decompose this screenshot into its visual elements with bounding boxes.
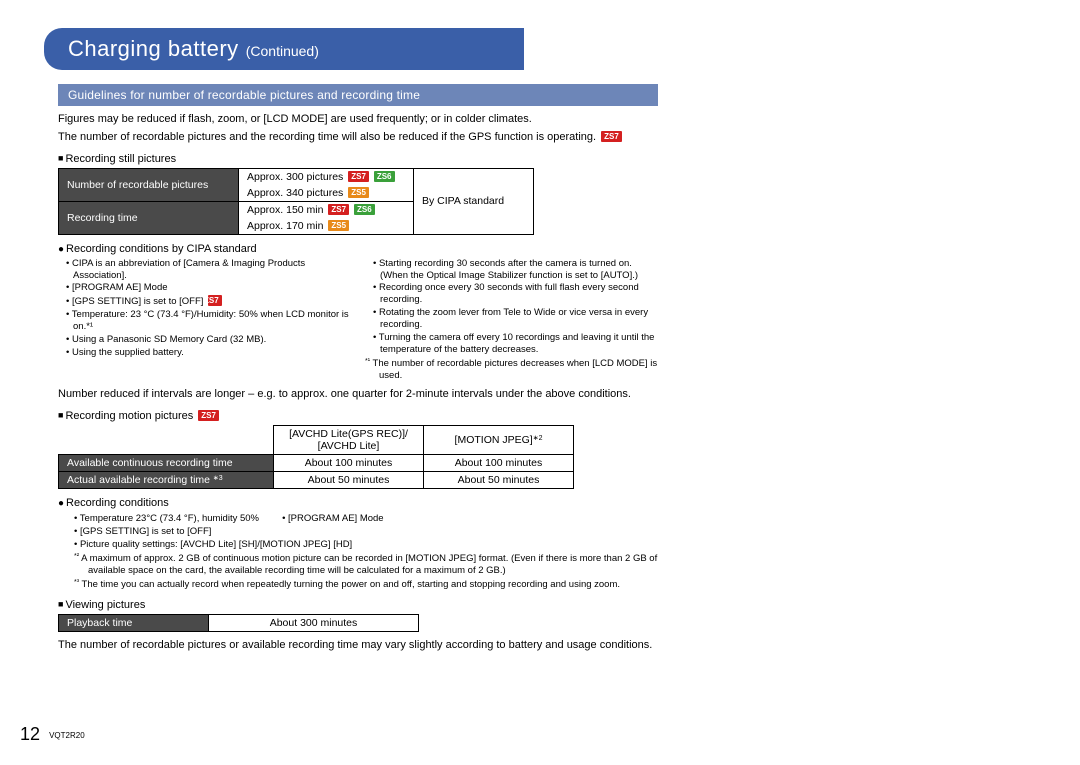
title-main: Charging battery xyxy=(68,36,239,61)
motion-r2v1: About 50 minutes xyxy=(274,472,424,489)
motion-heading: ■Recording motion pictures ZS7 xyxy=(58,410,658,422)
cipa-left: CIPA is an abbreviation of [Camera & Ima… xyxy=(58,258,351,382)
motion-col1: [AVCHD Lite(GPS REC)]/[AVCHD Lite] xyxy=(274,426,424,455)
page-footer: 12 VQT2R20 xyxy=(20,724,85,745)
still-r1a: Approx. 300 pictures ZS7 ZS6 xyxy=(239,168,414,185)
page-title-tab: Charging battery (Continued) xyxy=(44,28,524,70)
footnote-3: *³ The time you can actually record when… xyxy=(66,579,658,591)
cipa-r0: Starting recording 30 seconds after the … xyxy=(373,258,658,282)
content-area: Guidelines for number of recordable pict… xyxy=(58,84,658,652)
still-table: Number of recordable pictures Approx. 30… xyxy=(58,168,534,235)
still-r1b: Approx. 340 pictures ZS5 xyxy=(239,185,414,202)
page-number: 12 xyxy=(20,724,40,744)
motion-empty xyxy=(59,426,274,455)
still-heading-text: Recording still pictures xyxy=(65,153,176,165)
view-heading: ■Viewing pictures xyxy=(58,599,658,611)
motion-col2: [MOTION JPEG]∗2 xyxy=(424,426,574,455)
cipa-r3: Turning the camera off every 10 recordin… xyxy=(373,332,658,356)
view-table: Playback time About 300 minutes xyxy=(58,614,419,632)
view-label: Playback time xyxy=(59,614,209,631)
still-row1-label: Number of recordable pictures xyxy=(59,168,239,201)
still-r2b: Approx. 170 min ZS5 xyxy=(239,218,414,235)
cipa-r2: Rotating the zoom lever from Tele to Wid… xyxy=(373,307,658,331)
motion-r1v1: About 100 minutes xyxy=(274,455,424,472)
motion-table: [AVCHD Lite(GPS REC)]/[AVCHD Lite] [MOTI… xyxy=(58,425,574,489)
title-sub: (Continued) xyxy=(246,43,319,59)
cipa-columns: CIPA is an abbreviation of [Camera & Ima… xyxy=(58,258,658,382)
intro-text-2: The number of recordable pictures and th… xyxy=(58,130,658,145)
footnote-2: *² A maximum of approx. 2 GB of continuo… xyxy=(66,553,658,577)
reccond-heading: ●Recording conditions xyxy=(58,497,658,509)
rc1: [PROGRAM AE] Mode xyxy=(282,513,384,525)
still-right: By CIPA standard xyxy=(414,168,534,234)
doc-code: VQT2R20 xyxy=(49,731,85,740)
cipa-l4: Using a Panasonic SD Memory Card (32 MB)… xyxy=(66,334,351,346)
cipa-l2: [GPS SETTING] is set to [OFF] ZS7 xyxy=(66,295,351,308)
rc2: [GPS SETTING] is set to [OFF] xyxy=(74,526,658,538)
section-heading: Guidelines for number of recordable pict… xyxy=(58,84,658,106)
rc0: Temperature 23°C (73.4 °F), humidity 50% xyxy=(74,513,259,525)
interval-note: Number reduced if intervals are longer –… xyxy=(58,387,658,402)
motion-r2v2: About 50 minutes xyxy=(424,472,574,489)
motion-heading-text: Recording motion pictures xyxy=(65,410,193,422)
reccond-heading-text: Recording conditions xyxy=(66,497,169,509)
still-r2a: Approx. 150 min ZS7 ZS6 xyxy=(239,201,414,218)
motion-r1v2: About 100 minutes xyxy=(424,455,574,472)
motion-r2-label: Actual available recording time ∗3 xyxy=(59,472,274,489)
closing-note: The number of recordable pictures or ava… xyxy=(58,638,658,653)
still-heading: ■Recording still pictures xyxy=(58,153,658,165)
cipa-right: Starting recording 30 seconds after the … xyxy=(365,258,658,382)
cipa-l1: [PROGRAM AE] Mode xyxy=(66,282,351,294)
manual-page: Charging battery (Continued) Guidelines … xyxy=(0,0,1080,765)
view-value: About 300 minutes xyxy=(209,614,419,631)
intro-text-2-body: The number of recordable pictures and th… xyxy=(58,131,596,143)
cipa-heading-text: Recording conditions by CIPA standard xyxy=(66,243,257,255)
badge-zs7: ZS7 xyxy=(601,131,622,142)
cipa-l3: Temperature: 23 °C (73.4 °F)/Humidity: 5… xyxy=(66,309,351,333)
reccond-list: Temperature 23°C (73.4 °F), humidity 50%… xyxy=(58,512,658,551)
still-row2-label: Recording time xyxy=(59,201,239,234)
cipa-r1: Recording once every 30 seconds with ful… xyxy=(373,282,658,306)
cipa-l5: Using the supplied battery. xyxy=(66,347,351,359)
cipa-l0: CIPA is an abbreviation of [Camera & Ima… xyxy=(66,258,351,282)
rc3: Picture quality settings: [AVCHD Lite] [… xyxy=(74,539,658,551)
intro-text-1: Figures may be reduced if flash, zoom, o… xyxy=(58,112,658,127)
view-heading-text: Viewing pictures xyxy=(65,599,145,611)
cipa-heading: ●Recording conditions by CIPA standard xyxy=(58,243,658,255)
motion-r1-label: Available continuous recording time xyxy=(59,455,274,472)
footnote-1: *¹ The number of recordable pictures dec… xyxy=(365,358,658,382)
